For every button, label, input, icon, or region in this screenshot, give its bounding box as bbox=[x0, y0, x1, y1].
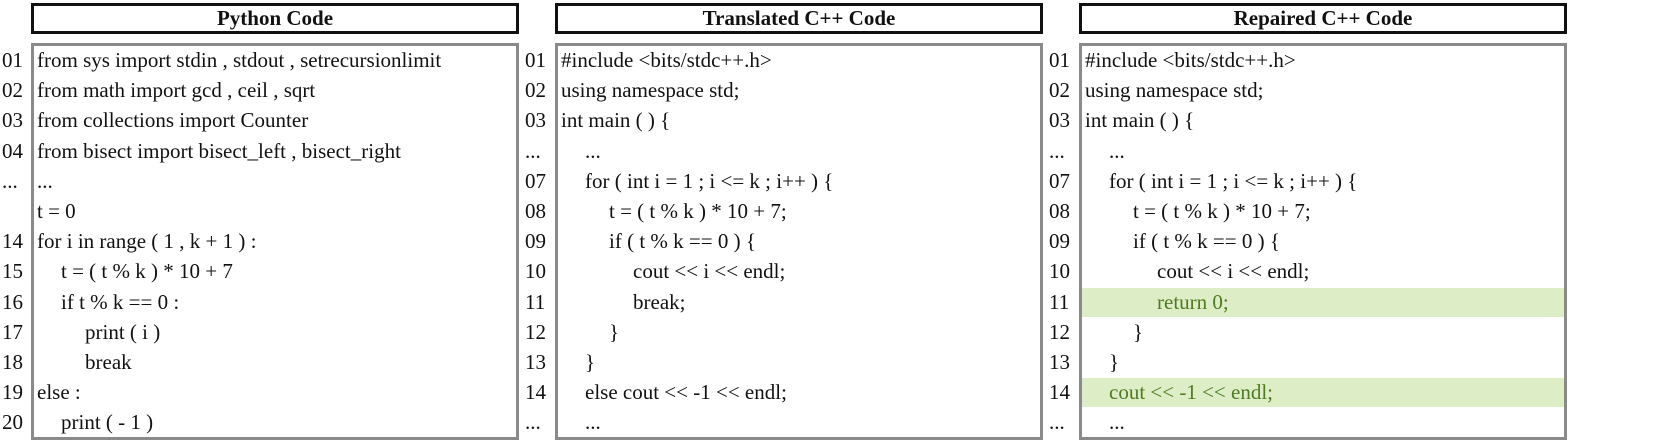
code-line: #include <bits/stdc++.h> bbox=[1085, 48, 1296, 72]
line-number: 03 bbox=[1049, 108, 1070, 133]
line-number: 11 bbox=[525, 289, 546, 314]
code-line: ... bbox=[585, 138, 601, 163]
code-line: int main ( ) { bbox=[561, 108, 671, 133]
line-number: 02 bbox=[2, 78, 23, 103]
line-number: 17 bbox=[2, 319, 23, 344]
repaired-code-box bbox=[1079, 43, 1567, 440]
line-number: 14 bbox=[1049, 380, 1070, 405]
line-number: 18 bbox=[2, 350, 23, 374]
code-line: else cout << -1 << endl; bbox=[585, 380, 787, 405]
line-number: ... bbox=[525, 138, 541, 163]
code-line: else : bbox=[37, 380, 81, 405]
code-line: } bbox=[609, 319, 620, 344]
code-line: ... bbox=[37, 168, 53, 193]
code-line: break bbox=[85, 350, 132, 374]
line-number: 09 bbox=[525, 229, 546, 254]
code-line: cout << i << endl; bbox=[1157, 259, 1310, 284]
code-line: from bisect import bisect_left , bisect_… bbox=[37, 138, 401, 163]
line-number: 11 bbox=[1049, 289, 1070, 314]
line-number: 19 bbox=[2, 380, 23, 405]
line-number: 10 bbox=[1049, 259, 1070, 284]
code-line: ... bbox=[1109, 410, 1125, 435]
code-line: cout << i << endl; bbox=[633, 259, 786, 284]
line-number: ... bbox=[1049, 410, 1065, 435]
highlight-band bbox=[1082, 287, 1564, 317]
line-number: 10 bbox=[525, 259, 546, 284]
code-line: int main ( ) { bbox=[1085, 108, 1195, 133]
code-line: from math import gcd , ceil , sqrt bbox=[37, 78, 316, 103]
line-number: 02 bbox=[1049, 78, 1070, 103]
code-line: if ( t % k == 0 ) { bbox=[1133, 229, 1280, 254]
line-number: 03 bbox=[525, 108, 546, 133]
line-number: 12 bbox=[1049, 319, 1070, 344]
code-line: t = ( t % k ) * 10 + 7; bbox=[1133, 199, 1311, 223]
python-code-box bbox=[31, 43, 519, 440]
line-number: 14 bbox=[525, 380, 546, 405]
line-number: 20 bbox=[2, 410, 23, 435]
line-number: 13 bbox=[1049, 350, 1070, 374]
line-number: 16 bbox=[2, 289, 23, 314]
line-number: 04 bbox=[2, 138, 23, 163]
line-number: 03 bbox=[2, 108, 23, 133]
code-line: } bbox=[1109, 350, 1120, 374]
line-number: 15 bbox=[2, 259, 23, 284]
code-line: for ( int i = 1 ; i <= k ; i++ ) { bbox=[1109, 168, 1358, 193]
repaired-panel-title: Repaired C++ Code bbox=[1079, 3, 1567, 34]
line-number: 07 bbox=[1049, 168, 1070, 193]
code-line: if t % k == 0 : bbox=[61, 289, 180, 314]
code-line: for i in range ( 1 , k + 1 ) : bbox=[37, 229, 257, 254]
highlight-band bbox=[1082, 378, 1564, 408]
line-number: 02 bbox=[525, 78, 546, 103]
code-line: from sys import stdin , stdout , setrecu… bbox=[37, 48, 442, 72]
line-number: 08 bbox=[1049, 199, 1070, 223]
code-line: using namespace std; bbox=[561, 78, 740, 103]
python-panel-title: Python Code bbox=[31, 3, 519, 34]
line-number: ... bbox=[2, 168, 18, 193]
code-line: for ( int i = 1 ; i <= k ; i++ ) { bbox=[585, 168, 834, 193]
code-line: cout << -1 << endl; bbox=[1109, 380, 1274, 405]
code-line: using namespace std; bbox=[1085, 78, 1264, 103]
code-line: ... bbox=[585, 410, 601, 435]
code-line: if ( t % k == 0 ) { bbox=[609, 229, 756, 254]
code-line: } bbox=[585, 350, 596, 374]
line-number: 07 bbox=[525, 168, 546, 193]
line-number: 01 bbox=[525, 48, 546, 72]
line-number: 01 bbox=[1049, 48, 1070, 72]
code-line: break; bbox=[633, 289, 686, 314]
line-number: 14 bbox=[2, 229, 23, 254]
line-number: ... bbox=[525, 410, 541, 435]
translated-code-box bbox=[555, 43, 1043, 440]
code-line: #include <bits/stdc++.h> bbox=[561, 48, 772, 72]
line-number bbox=[2, 196, 32, 226]
line-number: 01 bbox=[2, 48, 23, 72]
code-line: t = ( t % k ) * 10 + 7 bbox=[61, 259, 233, 284]
code-line: t = ( t % k ) * 10 + 7; bbox=[609, 199, 787, 223]
line-number: 08 bbox=[525, 199, 546, 223]
line-number: 13 bbox=[525, 350, 546, 374]
line-number: 09 bbox=[1049, 229, 1070, 254]
code-line: ... bbox=[1109, 138, 1125, 163]
line-number: ... bbox=[1049, 138, 1065, 163]
code-line: print ( - 1 ) bbox=[61, 410, 154, 435]
code-line: t = 0 bbox=[37, 199, 76, 223]
line-number: 12 bbox=[525, 319, 546, 344]
translated-panel-title: Translated C++ Code bbox=[555, 3, 1043, 34]
code-line: } bbox=[1133, 319, 1144, 344]
code-line: print ( i ) bbox=[85, 319, 161, 344]
code-line: from collections import Counter bbox=[37, 108, 309, 133]
code-line: return 0; bbox=[1157, 289, 1229, 314]
